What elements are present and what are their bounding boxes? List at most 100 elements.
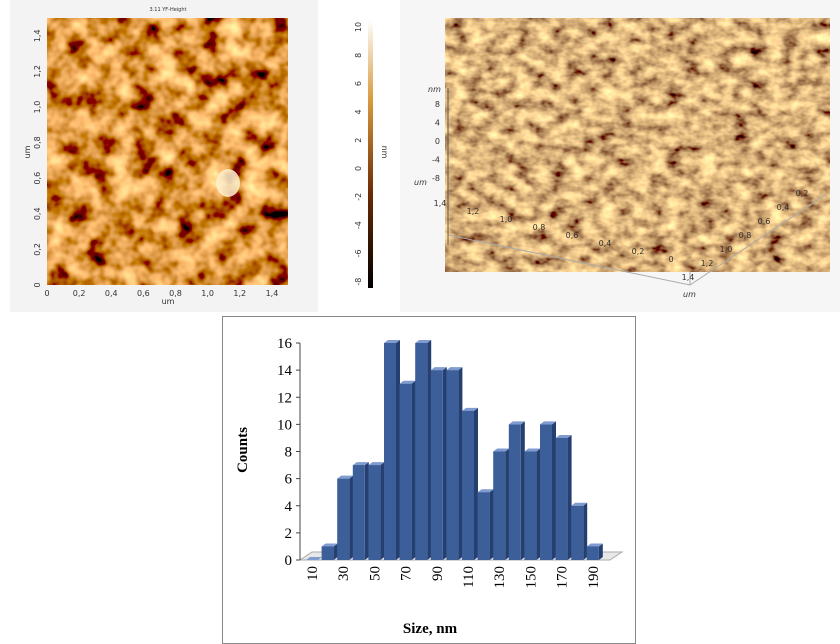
y-tick-label: 1,2 — [33, 65, 42, 78]
bar — [462, 410, 474, 560]
x-tick-label: 0,6 — [137, 289, 150, 298]
x-axis-label: um — [162, 297, 175, 306]
x-tick-label: 1,4 — [266, 289, 279, 298]
bar-side — [458, 367, 463, 560]
bar — [446, 370, 459, 560]
bar-side — [567, 434, 572, 560]
bar — [368, 465, 381, 560]
x-tick-label: 190 — [586, 566, 602, 589]
bar-top — [462, 407, 478, 411]
right-tick-label: 1,2 — [701, 259, 714, 268]
right-tick-label: 0,8 — [739, 231, 752, 240]
y-tick-label: 4 — [285, 499, 293, 515]
bar-side — [442, 367, 447, 560]
y-tick-label: 0,2 — [33, 243, 42, 256]
x-tick-label: 0,4 — [105, 289, 118, 298]
x-tick-label: 130 — [492, 566, 508, 589]
x-tick-label: 110 — [461, 566, 477, 588]
bar — [555, 437, 568, 560]
right-axis-label: um — [683, 290, 696, 299]
y-axis-title: Counts — [235, 427, 251, 473]
bar-top — [415, 340, 432, 343]
z-tick-label: 4 — [435, 119, 440, 128]
bar — [586, 546, 599, 560]
bar-side — [552, 421, 556, 560]
afm-3d-surface — [445, 18, 830, 272]
x-tick-label: 30 — [336, 566, 352, 581]
left-tick-label: 0,6 — [566, 231, 579, 240]
y-tick-label: 1,4 — [33, 29, 42, 42]
bar-top — [540, 421, 556, 425]
right-tick-label: 1,0 — [720, 245, 733, 254]
bar-top — [306, 557, 322, 560]
bar — [540, 424, 552, 560]
bar-top — [399, 380, 416, 384]
right-tick-label: 0,6 — [758, 217, 771, 226]
x-tick-label: 50 — [367, 566, 383, 581]
colorbar — [368, 20, 373, 288]
colorbar-tick-label: 8 — [354, 53, 363, 58]
z-tick-label: -8 — [432, 174, 440, 183]
colorbar-tick-label: 4 — [354, 109, 363, 114]
x-axis-title: Size, nm — [403, 621, 458, 637]
left-tick-label: 0 — [668, 255, 673, 264]
x-tick-label: 1,2 — [233, 289, 246, 298]
x-tick-label: 150 — [523, 566, 539, 589]
bar-top — [477, 489, 494, 493]
bar-side — [505, 448, 510, 560]
bar-top — [337, 475, 354, 479]
y-tick-label: 0 — [285, 553, 293, 569]
x-tick-label: 70 — [399, 566, 415, 581]
colorbar-tick-label: -6 — [354, 249, 363, 257]
bar-side — [583, 502, 588, 560]
z-tick-label: 8 — [435, 100, 440, 109]
afm-2d-image — [47, 18, 288, 285]
x-tick-label: 10 — [305, 566, 321, 581]
colorbar-tick-label: 10 — [354, 22, 363, 32]
z-tick-label: 0 — [435, 137, 440, 146]
left-tick-label: 1,4 — [434, 199, 447, 208]
left-axis-label: um — [414, 178, 427, 187]
bar-top — [571, 502, 588, 506]
colorbar-tick-label: 6 — [354, 81, 363, 86]
left-tick-label: 1,0 — [500, 215, 513, 224]
bar-side — [598, 543, 603, 560]
x-tick-label: 1,0 — [201, 289, 214, 298]
x-tick-label: 90 — [430, 566, 446, 581]
bar-top — [524, 448, 541, 452]
bar-side — [520, 421, 525, 560]
y-tick-label: 0,4 — [33, 207, 42, 220]
bar-side — [489, 489, 494, 560]
bar-top — [508, 421, 525, 425]
left-tick-label: 1,2 — [467, 207, 480, 216]
right-tick-label: 0,4 — [777, 203, 790, 212]
y-tick-label: 8 — [285, 445, 293, 461]
y-tick-label: 14 — [277, 363, 293, 379]
bar — [321, 546, 334, 560]
bar-top — [493, 448, 510, 452]
y-tick-label: 12 — [277, 390, 292, 406]
y-tick-label: 6 — [285, 472, 293, 488]
colorbar-tick-label: -2 — [354, 193, 363, 201]
x-tick-label: 0 — [44, 289, 49, 298]
bar-side — [364, 462, 369, 560]
y-tick-label: 10 — [277, 417, 292, 433]
bar — [384, 343, 396, 560]
colorbar-tick-label: 2 — [354, 138, 363, 143]
bar — [352, 465, 365, 560]
x-tick-label: 0,8 — [169, 289, 182, 298]
bar-side — [333, 543, 338, 560]
bar-top — [384, 340, 400, 343]
colorbar-tick-label: -8 — [354, 278, 363, 286]
right-tick-label: 1,4 — [682, 273, 695, 282]
bar-side — [474, 407, 478, 560]
y-axis-label: um — [23, 145, 32, 158]
left-tick-label: 0,4 — [599, 239, 612, 248]
bar — [524, 451, 537, 560]
bright-grain — [216, 169, 240, 197]
y-tick-label: 1,0 — [33, 101, 42, 114]
y-tick-label: 0 — [33, 282, 42, 287]
afm-title: 3.11 YF-Height — [150, 7, 187, 13]
